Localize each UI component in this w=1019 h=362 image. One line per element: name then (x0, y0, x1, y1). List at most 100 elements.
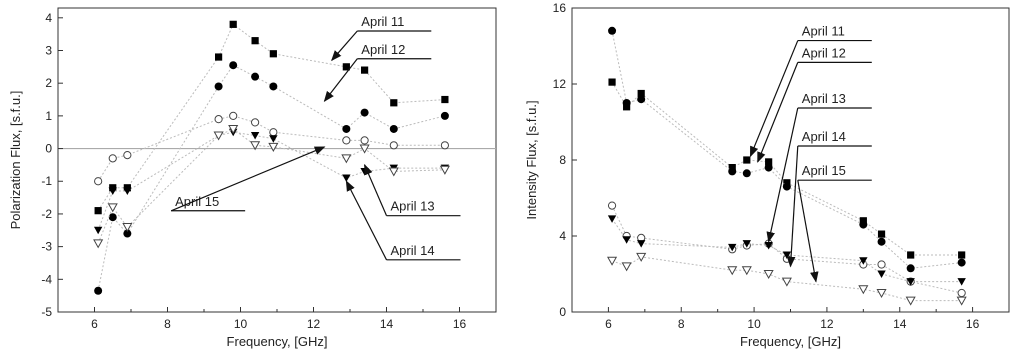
data-point (957, 288, 966, 298)
data-point (781, 277, 792, 287)
data-point (214, 82, 223, 91)
y-axis-label: Intensity Flux, [s.f.u.] (524, 100, 539, 219)
data-point (742, 240, 751, 248)
data-point (764, 163, 773, 172)
data-point (622, 236, 631, 244)
y-tick-label: -2 (41, 207, 52, 221)
y-tick-label: 4 (559, 229, 566, 243)
annotation-label: April 13 (802, 91, 846, 106)
x-axis-label: Frequency, [GHz] (740, 334, 841, 349)
annotation-label: April 13 (391, 199, 435, 214)
annotation-arrow (766, 107, 799, 243)
data-point (269, 82, 278, 91)
data-point (956, 296, 967, 306)
y-tick-label: -1 (41, 174, 52, 188)
data-point (123, 150, 132, 160)
y-tick-label: -4 (41, 272, 52, 286)
y-tick-label: 8 (559, 153, 566, 167)
x-tick-label: 16 (966, 317, 980, 331)
x-tick-label: 10 (747, 317, 761, 331)
annotation-april-13: April 13 (364, 163, 461, 217)
data-point (228, 124, 239, 134)
data-point (123, 229, 132, 238)
data-point (636, 252, 647, 262)
data-point (122, 223, 133, 233)
data-point (906, 264, 915, 273)
data-point (741, 266, 752, 276)
x-tick-label: 6 (91, 317, 98, 331)
y-tick-label: 16 (553, 1, 567, 15)
x-tick-label: 8 (678, 317, 685, 331)
data-point (389, 124, 398, 133)
data-point (250, 131, 260, 140)
data-point (728, 243, 737, 252)
data-point (229, 111, 238, 120)
y-tick-label: -3 (41, 240, 52, 254)
annotation-april-12: April 12 (323, 42, 432, 103)
data-point (388, 167, 399, 177)
annotation-arrow (757, 62, 799, 163)
data-point (441, 95, 449, 104)
series-line (97, 128, 445, 244)
data-point (342, 136, 351, 145)
y-tick-label: 1 (45, 109, 52, 123)
annotation-april-15: April 15 (797, 163, 872, 283)
data-point (905, 296, 916, 306)
data-point (607, 201, 617, 210)
data-point (94, 177, 103, 186)
data-point (608, 26, 617, 35)
data-point (782, 251, 792, 259)
data-point (108, 187, 117, 196)
data-point (742, 169, 751, 178)
data-point (360, 108, 369, 117)
data-point (439, 165, 450, 175)
data-point (859, 257, 868, 265)
annotation-april-11: April 11 (331, 14, 432, 62)
data-point (268, 142, 279, 152)
data-point (607, 215, 617, 223)
data-point (858, 285, 869, 295)
data-point (877, 260, 886, 269)
data-point (269, 50, 277, 58)
y-tick-label: 2 (45, 76, 52, 90)
x-tick-label: 12 (820, 317, 834, 331)
data-point (622, 99, 631, 107)
data-point (958, 251, 966, 259)
annotation-arrow (323, 58, 358, 103)
data-point (957, 278, 966, 286)
data-point (269, 135, 278, 143)
data-point (607, 256, 618, 266)
annotation-april-11: April 11 (749, 24, 872, 158)
data-point (250, 141, 261, 151)
series-april-15 (93, 124, 450, 249)
data-point (342, 174, 351, 182)
data-point (440, 141, 449, 150)
data-point (636, 240, 646, 248)
annotation-arrow (345, 180, 388, 261)
data-point (877, 237, 886, 246)
data-point (229, 61, 238, 70)
data-point (637, 89, 645, 98)
series-april-13 (94, 111, 449, 186)
data-point (782, 182, 791, 191)
data-point (229, 20, 237, 28)
data-point (637, 95, 646, 104)
data-point (859, 220, 868, 229)
annotation-april-14: April 14 (345, 180, 461, 261)
annotation-label: April 12 (802, 45, 846, 60)
data-point (764, 242, 773, 250)
series-line (611, 218, 962, 283)
data-point (251, 118, 260, 127)
data-point (123, 187, 132, 196)
annotation-label: April 15 (802, 163, 846, 178)
annotation-arrow (797, 180, 819, 283)
series-april-15 (607, 252, 967, 306)
y-axis-label: Polarization Flux, [s.f.u.] (8, 91, 23, 230)
annotation-april-13: April 13 (766, 91, 872, 243)
annotation-arrow (786, 145, 799, 268)
data-point (107, 203, 118, 213)
data-point (957, 258, 966, 267)
annotation-april-12: April 12 (757, 45, 872, 163)
